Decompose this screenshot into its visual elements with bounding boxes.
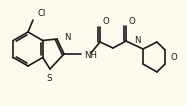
Text: Cl: Cl: [38, 9, 46, 18]
Text: NH: NH: [84, 50, 97, 59]
Text: O: O: [103, 17, 110, 26]
Text: O: O: [129, 17, 136, 26]
Text: O: O: [171, 52, 178, 61]
Text: N: N: [134, 36, 141, 45]
Text: S: S: [46, 74, 52, 83]
Text: N: N: [64, 33, 70, 43]
